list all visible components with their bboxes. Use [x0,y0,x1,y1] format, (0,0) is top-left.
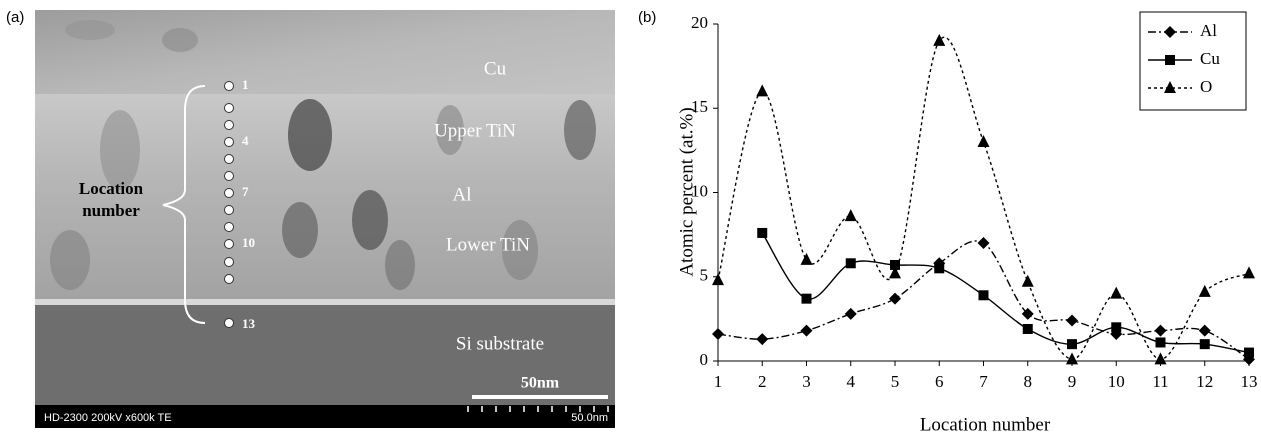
marker [978,237,990,249]
x-tick-label: 8 [1024,372,1033,391]
marker [712,273,724,285]
marker [757,228,767,238]
location-dot [225,138,234,147]
marker [712,328,724,340]
scale-bar [472,395,608,399]
marker [1243,266,1255,278]
figure: (a) (b) Cu Upper TiN Al Lower TiN Si sub… [0,0,1261,439]
layer-label: Al [453,184,472,205]
marker [979,290,989,300]
location-dot [225,319,234,328]
marker [846,258,856,268]
marker [845,308,857,320]
layer-label: Lower TiN [446,234,530,255]
marker [978,135,990,147]
layer-label: Si substrate [456,333,544,354]
marker [801,253,813,265]
x-tick-label: 11 [1152,372,1168,391]
legend-box [1140,12,1246,110]
marker [1111,322,1121,332]
marker [756,333,768,345]
marker [889,293,901,305]
layer-label: Cu [484,58,507,79]
point-label: 1 [242,77,249,92]
point-label: 4 [242,133,249,148]
point-label: 7 [242,184,249,199]
location-label: number [82,201,140,220]
location-dot [225,104,234,113]
location-dot [225,172,234,181]
y-tick-label: 0 [700,350,709,369]
location-dot [225,189,234,198]
marker [1066,315,1078,327]
marker [1165,55,1175,65]
legend-label: Al [1200,21,1217,40]
marker [1155,352,1167,364]
legend-label: Cu [1200,49,1220,68]
location-label: Location [79,179,144,198]
y-tick-label: 15 [691,97,708,116]
x-tick-label: 3 [802,372,811,391]
marker [1199,325,1211,337]
x-axis-label: Location number [920,414,1051,435]
marker [1199,285,1211,297]
panel-label: (b) [638,9,656,26]
x-tick-label: 6 [935,372,944,391]
panel-label: (a) [6,9,24,26]
x-tick-label: 5 [891,372,900,391]
marker [802,294,812,304]
location-dot [225,155,234,164]
location-dot [225,206,234,215]
location-dot [225,223,234,232]
x-tick-label: 12 [1196,372,1213,391]
footer-text: 50.0nm [571,412,608,424]
location-dot [225,121,234,130]
x-tick-label: 9 [1068,372,1077,391]
x-tick-label: 2 [758,372,767,391]
x-tick-label: 7 [979,372,988,391]
marker [1155,325,1167,337]
point-label: 13 [242,316,256,331]
x-tick-label: 13 [1241,372,1258,391]
marker [934,263,944,273]
location-dot [225,82,234,91]
legend-label: O [1200,77,1212,96]
marker [1156,337,1166,347]
location-dot [225,240,234,249]
layer-label: Upper TiN [434,120,516,141]
marker [845,209,857,221]
x-tick-label: 10 [1108,372,1125,391]
series-line [762,233,1249,353]
location-dot [225,258,234,267]
marker [801,325,813,337]
marker [1022,275,1034,287]
marker [1023,324,1033,334]
point-label: 10 [242,235,255,250]
y-tick-label: 5 [700,266,709,285]
x-tick-label: 1 [714,372,723,391]
x-tick-label: 4 [847,372,856,391]
y-tick-label: 20 [691,13,708,32]
location-dot [225,275,234,284]
marker [1067,339,1077,349]
marker [1244,348,1254,358]
footer-text: HD-2300 200kV x600k TE [44,412,172,424]
scale-bar-label: 50nm [521,375,560,392]
marker [933,34,945,46]
marker [756,84,768,96]
marker [1110,287,1122,299]
marker [1200,339,1210,349]
y-tick-label: 10 [691,181,708,200]
